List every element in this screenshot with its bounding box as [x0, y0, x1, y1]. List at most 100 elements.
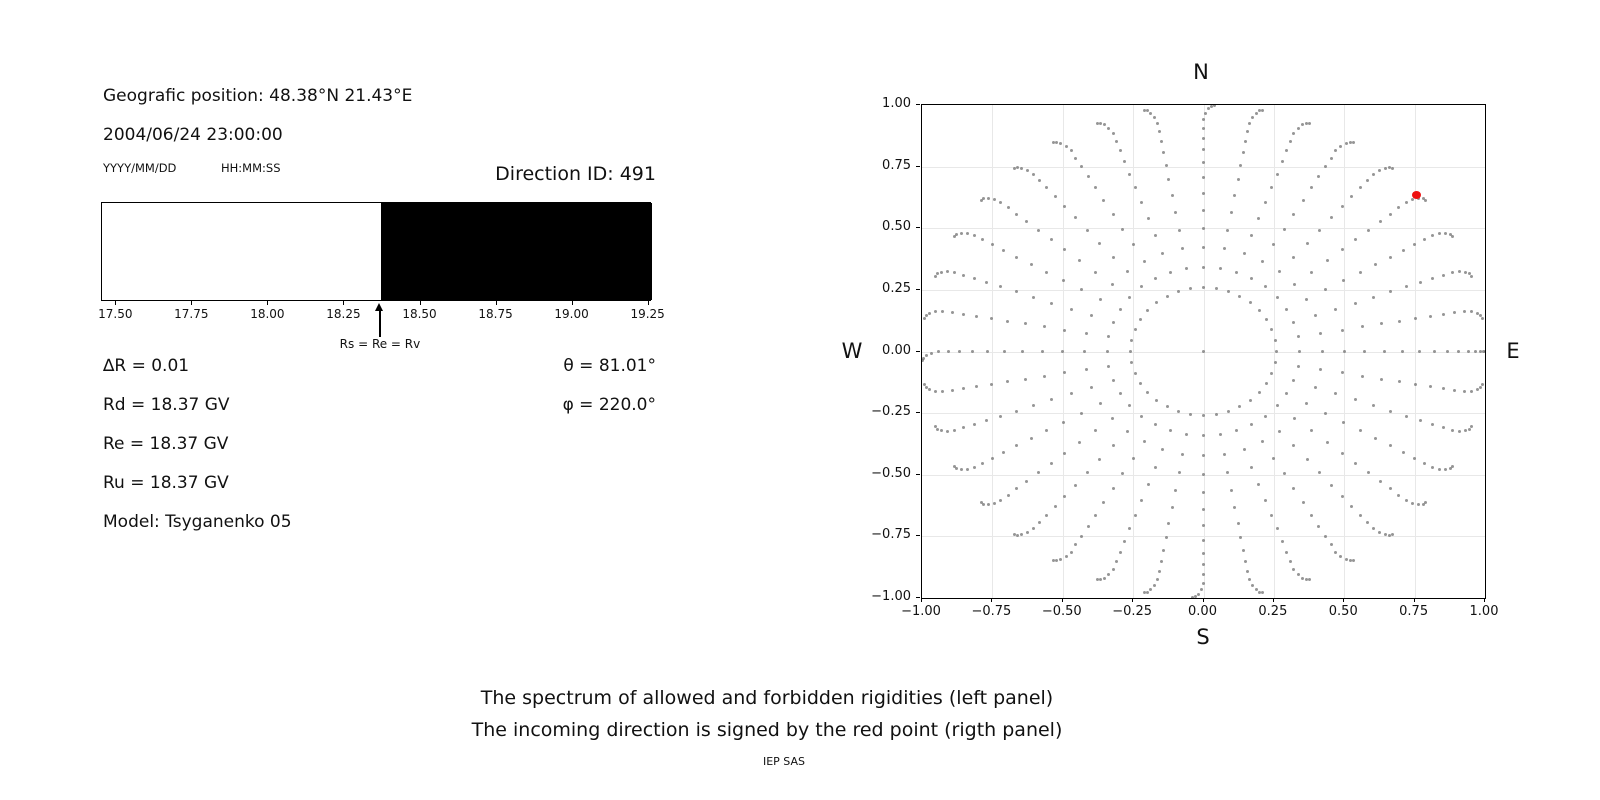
direction-dot: [1050, 301, 1054, 305]
direction-dot: [1142, 109, 1146, 113]
direction-dot: [1107, 126, 1111, 130]
direction-dot: [1006, 493, 1010, 497]
direction-dot: [1157, 129, 1161, 133]
direction-dot: [1417, 502, 1421, 506]
direction-dot: [1169, 270, 1173, 274]
direction-dot: [1275, 295, 1279, 299]
spectrum-tick-mark: [495, 301, 497, 305]
direction-dot: [1059, 558, 1063, 562]
direction-dot: [1236, 521, 1240, 525]
direction-dot: [959, 467, 963, 471]
direction-dot: [1202, 538, 1205, 542]
direction-dot: [924, 314, 928, 318]
direction-dot: [1470, 425, 1474, 429]
direction-dot: [1334, 392, 1338, 396]
direction-dot: [1236, 178, 1240, 182]
direction-dot: [1318, 228, 1322, 232]
direction-dot: [1275, 172, 1279, 176]
direction-dot: [1378, 479, 1382, 483]
direction-dot: [1006, 206, 1010, 210]
direction-dot: [1078, 259, 1082, 263]
direction-dot: [981, 238, 985, 242]
direction-dot: [1202, 581, 1205, 585]
direction-dot: [1365, 178, 1369, 182]
direction-dot: [1194, 595, 1198, 598]
direction-dot: [1340, 451, 1344, 455]
direction-dot: [1085, 228, 1089, 232]
direction-dot: [1214, 412, 1218, 416]
direction-dot: [1404, 498, 1408, 502]
direction-dot: [1261, 109, 1265, 113]
direction-dot: [1165, 294, 1169, 298]
direction-dot: [1341, 279, 1345, 283]
direction-dot: [1114, 559, 1118, 563]
direction-dot: [1125, 270, 1129, 274]
direction-dot: [986, 197, 990, 201]
direction-dot: [1380, 377, 1384, 381]
x-tick-mark: [1272, 598, 1274, 602]
direction-dot: [1051, 558, 1055, 562]
direction-dot: [1438, 467, 1442, 471]
direction-dot: [1078, 440, 1082, 444]
direction-dot: [1142, 590, 1146, 594]
direction-dot: [945, 269, 949, 273]
direction-dot: [1263, 285, 1267, 289]
direction-dot: [1309, 186, 1313, 190]
direction-dot: [1064, 144, 1068, 148]
direction-dot: [1014, 409, 1018, 413]
direction-dot: [1025, 531, 1029, 535]
direction-dot: [1063, 451, 1067, 455]
direction-dot: [1202, 126, 1205, 130]
cutoff-annotation: Rs = Re = Rv: [339, 337, 421, 351]
direction-dot: [1111, 378, 1115, 382]
direction-dot: [1145, 590, 1149, 594]
direction-dot: [1414, 382, 1418, 386]
x-tick-label: −1.00: [901, 604, 941, 619]
direction-dot: [1444, 232, 1448, 236]
direction-dot: [1378, 220, 1382, 224]
direction-dot: [937, 350, 941, 353]
direction-dot: [1164, 164, 1168, 168]
credit-text: IEP SAS: [762, 755, 806, 768]
direction-dot: [1448, 233, 1452, 237]
direction-dot: [1470, 274, 1474, 278]
direction-dot: [1012, 532, 1016, 536]
spectrum-tick-mark: [115, 301, 117, 305]
caption-line-1: The spectrum of allowed and forbidden ri…: [480, 687, 1054, 709]
direction-dot: [1432, 350, 1436, 353]
direction-dot: [1020, 533, 1024, 537]
direction-dot: [1318, 471, 1322, 475]
direction-dot: [1358, 429, 1362, 433]
direction-dot: [979, 198, 983, 202]
direction-dot: [989, 317, 993, 321]
direction-dot: [1309, 513, 1313, 517]
direction-dot: [1378, 168, 1382, 172]
direction-dot: [1181, 452, 1185, 456]
direction-dot: [1080, 411, 1084, 415]
direction-dot: [1146, 308, 1150, 312]
direction-dot: [1051, 141, 1055, 145]
direction-dot: [1098, 297, 1102, 301]
time-format-label: HH:MM:SS: [221, 161, 281, 175]
direction-dot: [933, 425, 937, 429]
direction-dot: [1121, 227, 1125, 231]
direction-dot: [1296, 573, 1300, 577]
y-tick-mark: [916, 535, 920, 537]
direction-dot: [1429, 385, 1433, 389]
direction-dot: [1218, 266, 1222, 270]
compass-south-label: S: [1196, 625, 1210, 649]
direction-dot: [1131, 243, 1135, 247]
x-tick-label: 0.75: [1399, 604, 1429, 619]
x-tick-mark: [921, 598, 922, 602]
direction-dot: [1470, 389, 1474, 393]
direction-dot: [972, 276, 976, 280]
direction-dot: [1453, 388, 1457, 392]
spectrum-tick-mark: [647, 301, 649, 305]
direction-dot: [1292, 444, 1296, 448]
direction-dot: [965, 467, 969, 471]
direction-dot: [1185, 266, 1189, 270]
direction-dot: [985, 419, 989, 423]
direction-dot: [1293, 416, 1297, 420]
direction-dot: [1257, 482, 1261, 486]
direction-dot: [1202, 118, 1205, 122]
